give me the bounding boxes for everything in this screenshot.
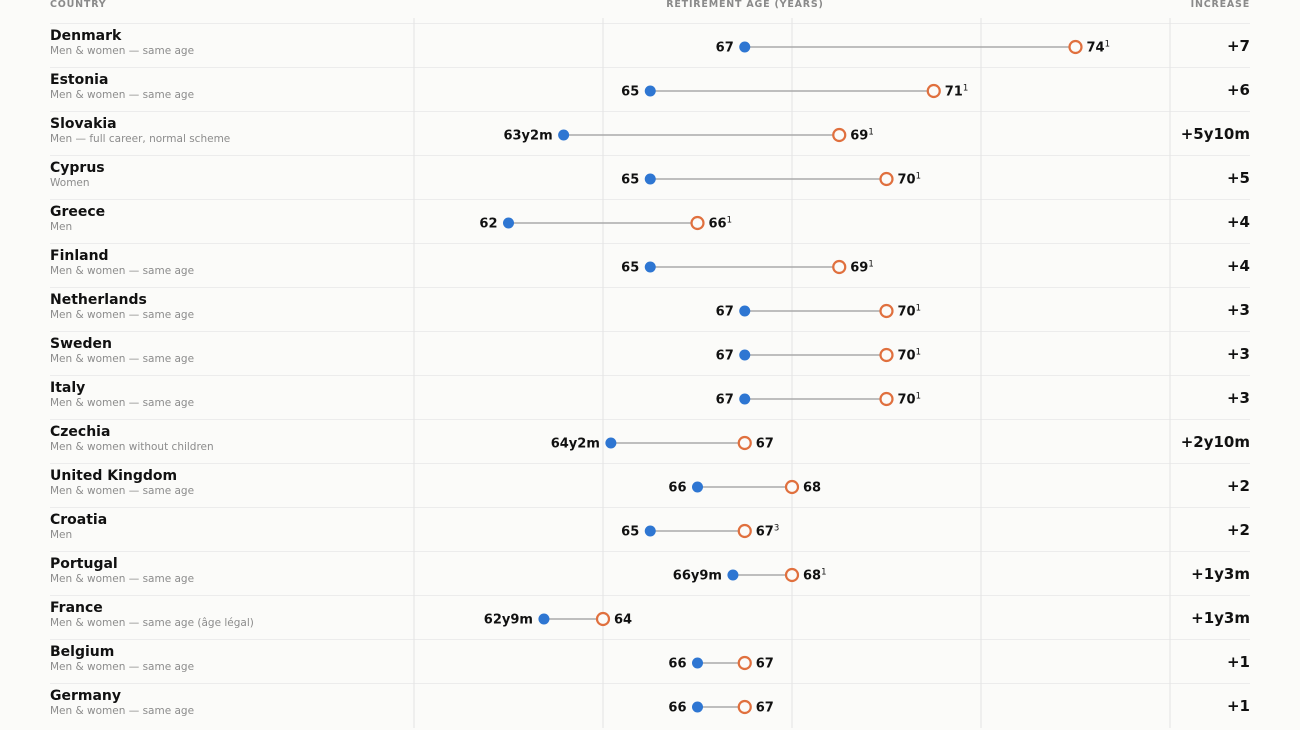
table-row: Netherlands Men & women — same age +3	[50, 287, 1250, 331]
table-row: Portugal Men & women — same age +1y3m	[50, 551, 1250, 595]
increase-value: +1y3m	[1191, 609, 1250, 627]
table-row: Italy Men & women — same age +3	[50, 375, 1250, 419]
chart-rows: Denmark Men & women — same age +7 Estonia Me…	[50, 23, 1250, 728]
country-name: Portugal	[50, 556, 118, 572]
increase-value: +7	[1226, 37, 1250, 55]
group-label: Men	[50, 221, 73, 233]
country-name: United Kingdom	[50, 468, 178, 484]
group-label: Men & women — same age	[50, 573, 195, 585]
table-row: United Kingdom Men & women — same age +2	[50, 463, 1250, 507]
country-name: Greece	[50, 204, 106, 220]
increase-value: +2y10m	[1180, 433, 1250, 451]
country-column-header: COUNTRY	[50, 0, 107, 10]
table-row: Croatia Men +2	[50, 507, 1250, 551]
country-name: Estonia	[50, 72, 109, 88]
table-row: Denmark Men & women — same age +7	[50, 23, 1250, 67]
group-label: Men & women without children	[50, 441, 214, 453]
group-label: Men — full career, normal scheme	[50, 133, 231, 145]
group-label: Men & women — same age	[50, 265, 195, 277]
country-name: Finland	[50, 248, 109, 264]
increase-value: +2	[1226, 477, 1250, 495]
country-name: Italy	[50, 380, 86, 396]
increase-value: +3	[1226, 389, 1250, 407]
table-row: Finland Men & women — same age +4	[50, 243, 1250, 287]
group-label: Men & women — same age (âge légal)	[50, 617, 254, 629]
table-row: Cyprus Women +5	[50, 155, 1250, 199]
group-label: Men & women — same age	[50, 705, 195, 717]
group-label: Men & women — same age	[50, 661, 195, 673]
group-label: Men & women — same age	[50, 89, 195, 101]
increase-value: +1	[1226, 697, 1250, 715]
increase-value: +6	[1226, 81, 1250, 99]
country-name: Cyprus	[50, 160, 105, 176]
increase-value: +1y3m	[1191, 565, 1250, 583]
group-label: Men & women — same age	[50, 353, 195, 365]
axis-column-header: RETIREMENT AGE (YEARS)	[666, 0, 824, 10]
group-label: Men & women — same age	[50, 397, 195, 409]
increase-value: +5y10m	[1180, 125, 1250, 143]
group-label: Men	[50, 529, 73, 541]
group-label: Women	[50, 177, 90, 189]
country-name: Denmark	[50, 28, 122, 44]
table-row: Slovakia Men — full career, normal scheme…	[50, 111, 1250, 155]
table-row: Greece Men +4	[50, 199, 1250, 243]
country-name: Czechia	[50, 424, 111, 440]
table-row: Estonia Men & women — same age +6	[50, 67, 1250, 111]
increase-value: +3	[1226, 301, 1250, 319]
country-name: Belgium	[50, 644, 115, 660]
table-row: Belgium Men & women — same age +1	[50, 639, 1250, 683]
increase-value: +1	[1226, 653, 1250, 671]
country-name: Croatia	[50, 512, 108, 528]
increase-value: +4	[1226, 257, 1250, 275]
increase-value: +4	[1226, 213, 1250, 231]
table-row: Czechia Men & women without children +2y10…	[50, 419, 1250, 463]
table-row: France Men & women — same age (âge légal)…	[50, 595, 1250, 639]
increase-column-header: INCREASE	[1190, 0, 1250, 10]
country-name: Sweden	[50, 336, 112, 352]
table-row: Sweden Men & women — same age +3	[50, 331, 1250, 375]
country-name: Germany	[50, 688, 122, 704]
increase-value: +5	[1226, 169, 1250, 187]
increase-value: +2	[1226, 521, 1250, 539]
group-label: Men & women — same age	[50, 485, 195, 497]
increase-value: +3	[1226, 345, 1250, 363]
group-label: Men & women — same age	[50, 45, 195, 57]
country-name: France	[50, 600, 103, 616]
table-row: Germany Men & women — same age +1	[50, 683, 1250, 727]
country-name: Netherlands	[50, 292, 147, 308]
group-label: Men & women — same age	[50, 309, 195, 321]
country-name: Slovakia	[50, 116, 117, 132]
